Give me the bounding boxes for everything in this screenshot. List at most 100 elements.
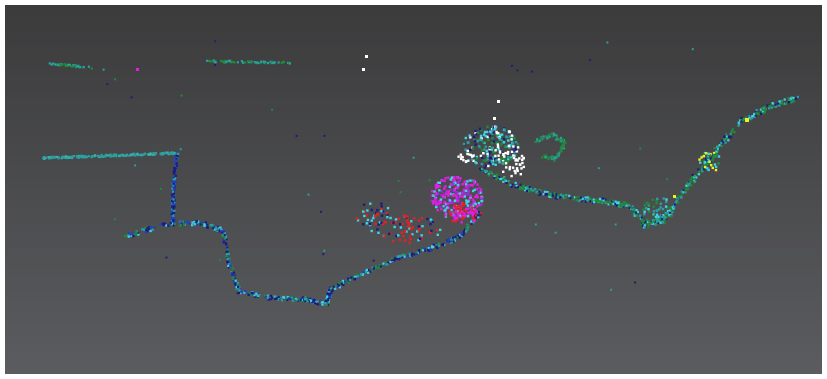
point: [386, 216, 388, 218]
point: [395, 221, 397, 223]
point: [465, 161, 467, 163]
point: [426, 218, 428, 220]
point: [462, 156, 464, 158]
point: [474, 189, 476, 191]
point: [694, 175, 696, 177]
point: [170, 222, 172, 224]
point: [510, 158, 512, 160]
point: [772, 102, 774, 104]
point: [380, 222, 382, 224]
point: [532, 190, 534, 192]
point: [229, 265, 231, 267]
point: [665, 198, 667, 200]
point: [131, 233, 133, 235]
point: [698, 158, 700, 160]
point: [401, 223, 403, 225]
point: [656, 210, 658, 212]
point: [215, 228, 217, 230]
point: [391, 258, 393, 260]
point: [171, 213, 173, 215]
point: [51, 157, 53, 159]
point: [509, 168, 511, 170]
point: [486, 170, 488, 172]
point: [335, 285, 337, 287]
point: [380, 202, 382, 204]
point: [483, 133, 485, 135]
point: [660, 206, 662, 208]
point: [535, 224, 537, 226]
point: [503, 138, 505, 140]
point: [224, 234, 226, 236]
point: [647, 208, 649, 210]
point: [555, 232, 557, 234]
point: [233, 275, 235, 277]
point: [720, 142, 722, 144]
point: [68, 156, 70, 158]
point: [291, 297, 293, 299]
point: [553, 133, 555, 135]
point: [255, 293, 257, 295]
point: [468, 212, 470, 214]
point: [313, 299, 315, 301]
point: [459, 192, 461, 194]
point: [160, 153, 162, 155]
point: [362, 68, 365, 71]
point: [715, 166, 717, 168]
point: [462, 216, 464, 218]
point: [624, 203, 626, 205]
point: [519, 186, 521, 188]
point: [633, 208, 635, 210]
point: [383, 235, 385, 237]
point: [778, 104, 780, 106]
point: [271, 109, 273, 111]
point: [173, 188, 175, 190]
point: [797, 96, 799, 98]
point: [105, 154, 107, 156]
point: [595, 201, 597, 203]
point: [487, 138, 489, 140]
point: [459, 237, 461, 239]
point: [240, 291, 242, 293]
point: [411, 253, 413, 255]
point: [389, 217, 391, 219]
point: [694, 181, 696, 183]
point: [422, 249, 424, 251]
point: [214, 61, 216, 63]
point: [465, 228, 467, 230]
point: [584, 198, 586, 200]
point: [470, 206, 472, 208]
point: [573, 198, 575, 200]
point: [316, 303, 318, 305]
point: [481, 200, 483, 202]
point: [163, 152, 165, 154]
point: [367, 272, 369, 274]
point: [481, 149, 483, 151]
point: [267, 297, 269, 299]
point: [114, 78, 116, 80]
point: [441, 244, 443, 246]
point: [562, 195, 564, 197]
point: [462, 159, 464, 161]
point: [644, 226, 646, 228]
point: [350, 276, 352, 278]
point: [519, 188, 521, 190]
point: [565, 194, 567, 196]
point: [536, 138, 538, 140]
point: [211, 224, 213, 226]
point: [382, 263, 384, 265]
point: [226, 261, 228, 263]
point: [520, 184, 522, 186]
point: [376, 209, 378, 211]
point: [173, 217, 175, 219]
point: [508, 180, 510, 182]
point: [788, 97, 790, 99]
point: [552, 195, 554, 197]
point: [653, 206, 655, 208]
point: [102, 156, 104, 158]
point: [173, 169, 175, 171]
point: [152, 229, 154, 231]
point: [413, 253, 415, 255]
point: [764, 111, 766, 113]
point: [480, 139, 482, 141]
point: [260, 61, 262, 63]
